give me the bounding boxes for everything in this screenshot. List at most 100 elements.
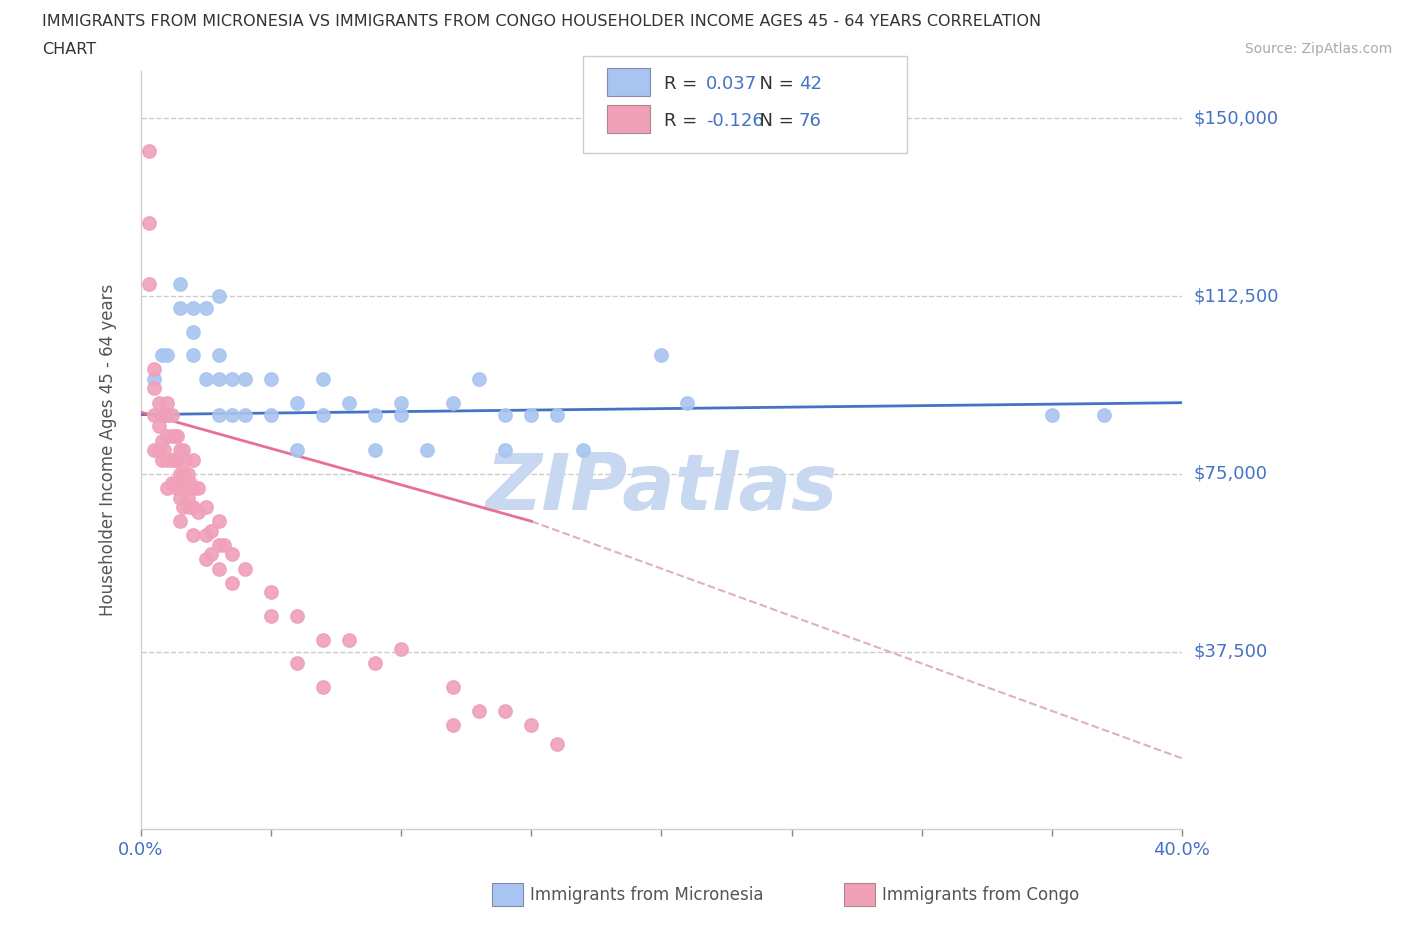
Point <box>337 395 360 410</box>
Point <box>520 718 543 733</box>
Text: Source: ZipAtlas.com: Source: ZipAtlas.com <box>1244 42 1392 56</box>
Point <box>546 737 568 751</box>
Y-axis label: Householder Income Ages 45 - 64 years: Householder Income Ages 45 - 64 years <box>100 284 117 617</box>
Point <box>163 429 186 444</box>
Point <box>195 300 218 315</box>
Point <box>163 452 186 467</box>
Point <box>179 476 201 491</box>
Text: -0.126: -0.126 <box>706 112 763 130</box>
Point <box>156 395 179 410</box>
Point <box>138 215 160 230</box>
Point <box>169 490 191 505</box>
Point <box>166 481 188 496</box>
Point <box>389 642 412 657</box>
Point <box>364 656 387 671</box>
Text: $150,000: $150,000 <box>1194 109 1278 127</box>
Point <box>200 524 222 538</box>
Point <box>468 372 491 387</box>
Point <box>441 718 464 733</box>
Text: 0.037: 0.037 <box>706 74 756 93</box>
Point <box>494 407 516 422</box>
Point <box>441 395 464 410</box>
Text: ZIPatlas: ZIPatlas <box>485 450 838 526</box>
Point <box>181 528 204 543</box>
Point <box>163 476 186 491</box>
Point <box>169 466 191 481</box>
Point <box>1040 407 1063 422</box>
Point <box>572 443 595 458</box>
Point <box>169 300 191 315</box>
Point <box>195 528 218 543</box>
Point <box>153 407 176 422</box>
Point <box>156 429 179 444</box>
Point <box>143 407 166 422</box>
Point <box>285 443 308 458</box>
Point <box>221 372 243 387</box>
Point <box>233 561 256 576</box>
Point <box>174 481 197 496</box>
Point <box>148 418 170 433</box>
Point <box>177 466 200 481</box>
Point <box>160 429 183 444</box>
Point <box>260 407 283 422</box>
Point <box>208 348 231 363</box>
Text: 42: 42 <box>799 74 821 93</box>
Point <box>150 433 173 448</box>
Point <box>150 348 173 363</box>
Point <box>520 407 543 422</box>
Text: R =: R = <box>664 74 703 93</box>
Point <box>174 452 197 467</box>
Text: R =: R = <box>664 112 703 130</box>
Point <box>364 443 387 458</box>
Point <box>233 372 256 387</box>
Point <box>187 504 209 519</box>
Point <box>312 632 335 647</box>
Point <box>156 407 179 422</box>
Point <box>181 499 204 514</box>
Point <box>650 348 672 363</box>
Point <box>169 277 191 292</box>
Point <box>468 703 491 718</box>
Point <box>181 325 204 339</box>
Point <box>285 656 308 671</box>
Point <box>221 576 243 591</box>
Point <box>166 452 188 467</box>
Point <box>676 395 699 410</box>
Point <box>1092 407 1115 422</box>
Point <box>208 372 231 387</box>
Text: N =: N = <box>748 112 800 130</box>
Point <box>221 547 243 562</box>
Point <box>212 538 235 552</box>
Point <box>148 443 170 458</box>
Point <box>143 443 166 458</box>
Point <box>364 407 387 422</box>
Point <box>156 348 179 363</box>
Point <box>260 585 283 600</box>
Point <box>143 381 166 396</box>
Text: 76: 76 <box>799 112 821 130</box>
Point <box>150 407 173 422</box>
Point <box>195 372 218 387</box>
Point <box>546 407 568 422</box>
Point <box>181 300 204 315</box>
Point <box>200 547 222 562</box>
Text: Immigrants from Micronesia: Immigrants from Micronesia <box>530 885 763 904</box>
Point <box>160 476 183 491</box>
Point <box>233 407 256 422</box>
Point <box>148 395 170 410</box>
Point <box>337 632 360 647</box>
Point <box>312 407 335 422</box>
Point <box>153 443 176 458</box>
Point <box>150 452 173 467</box>
Point <box>187 481 209 496</box>
Point <box>195 499 218 514</box>
Point <box>172 499 194 514</box>
Point <box>494 703 516 718</box>
Point <box>181 481 204 496</box>
Text: IMMIGRANTS FROM MICRONESIA VS IMMIGRANTS FROM CONGO HOUSEHOLDER INCOME AGES 45 -: IMMIGRANTS FROM MICRONESIA VS IMMIGRANTS… <box>42 14 1042 29</box>
Point <box>172 466 194 481</box>
Point <box>169 443 191 458</box>
Point <box>143 362 166 377</box>
Point <box>156 452 179 467</box>
Text: Immigrants from Congo: Immigrants from Congo <box>882 885 1078 904</box>
